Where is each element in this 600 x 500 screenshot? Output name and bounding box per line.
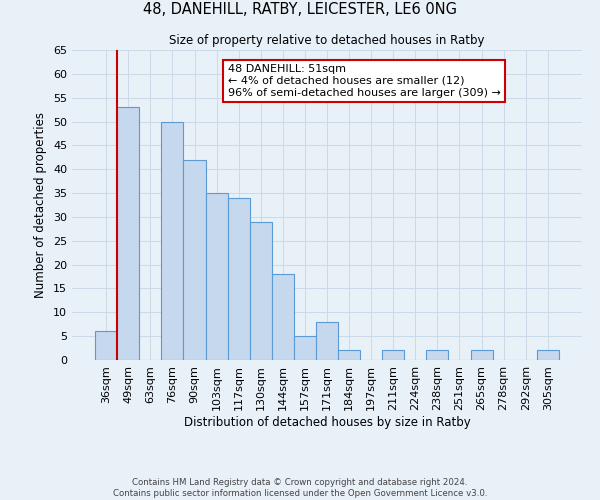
- Y-axis label: Number of detached properties: Number of detached properties: [34, 112, 47, 298]
- Bar: [206, 193, 227, 360]
- Bar: [382, 350, 404, 360]
- Bar: [470, 350, 493, 360]
- Text: 48 DANEHILL: 51sqm
← 4% of detached houses are smaller (12)
96% of semi-detached: 48 DANEHILL: 51sqm ← 4% of detached hous…: [227, 64, 500, 98]
- Bar: [294, 336, 316, 360]
- Bar: [184, 160, 206, 360]
- Bar: [338, 350, 360, 360]
- Bar: [316, 322, 338, 360]
- Title: Size of property relative to detached houses in Ratby: Size of property relative to detached ho…: [169, 34, 485, 48]
- Bar: [161, 122, 184, 360]
- Bar: [537, 350, 559, 360]
- X-axis label: Distribution of detached houses by size in Ratby: Distribution of detached houses by size …: [184, 416, 470, 428]
- Bar: [272, 274, 294, 360]
- Text: 48, DANEHILL, RATBY, LEICESTER, LE6 0NG: 48, DANEHILL, RATBY, LEICESTER, LE6 0NG: [143, 2, 457, 18]
- Bar: [427, 350, 448, 360]
- Bar: [95, 332, 117, 360]
- Bar: [250, 222, 272, 360]
- Text: Contains HM Land Registry data © Crown copyright and database right 2024.
Contai: Contains HM Land Registry data © Crown c…: [113, 478, 487, 498]
- Bar: [117, 107, 139, 360]
- Bar: [227, 198, 250, 360]
